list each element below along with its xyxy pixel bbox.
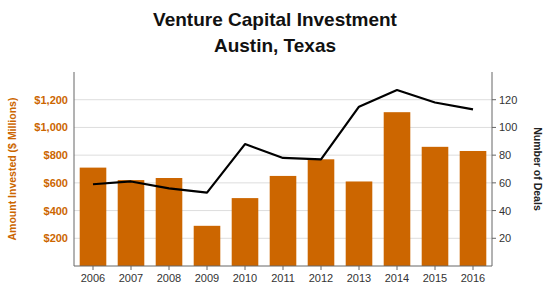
x-tick-label: 2016 [461, 272, 485, 284]
y-axis-line [74, 72, 75, 266]
bar [232, 198, 259, 266]
x-tick [207, 266, 208, 270]
x-tick [245, 266, 246, 270]
y2-axis-line [492, 72, 493, 266]
x-tick [473, 266, 474, 270]
x-tick [131, 266, 132, 270]
bar [80, 168, 107, 266]
x-tick-label: 2011 [271, 272, 295, 284]
bar [194, 226, 221, 266]
y2-tick [492, 155, 496, 156]
title: Venture Capital Investment [153, 9, 398, 30]
x-tick-label: 2008 [157, 272, 181, 284]
y2-tick-label: 80 [499, 149, 511, 161]
y2-tick [492, 127, 496, 128]
y-axis-label: Amount Invested ($ Millions) [6, 98, 18, 241]
x-tick-label: 2009 [195, 272, 219, 284]
y2-tick-label: 20 [499, 232, 511, 244]
x-tick [397, 266, 398, 270]
chart: Venture Capital Investment Austin, Texas $… [0, 0, 550, 307]
y2-tick-label: 120 [499, 94, 517, 106]
bar [118, 180, 145, 266]
y2-tick-label: 40 [499, 205, 511, 217]
x-tick-label: 2014 [385, 272, 409, 284]
x-tick-label: 2010 [233, 272, 257, 284]
x-tick [283, 266, 284, 270]
y-tick-label: $200 [44, 232, 68, 244]
background [0, 0, 550, 307]
line [93, 90, 473, 193]
x-tick-label: 2007 [119, 272, 143, 284]
bar [460, 151, 487, 266]
subtitle: Austin, Texas [214, 35, 336, 56]
y2-tick [492, 99, 496, 100]
x-tick-label: 2006 [81, 272, 105, 284]
y-tick-label: $400 [44, 205, 68, 217]
grid-line [74, 127, 492, 128]
y2-tick-label: 100 [499, 121, 517, 133]
x-tick-label: 2012 [309, 272, 333, 284]
bar [346, 181, 373, 266]
bar [270, 176, 297, 266]
marks [80, 90, 487, 266]
y-tick-label: $1,000 [34, 121, 68, 133]
x-tick [321, 266, 322, 270]
x-tick [93, 266, 94, 270]
x-tick [359, 266, 360, 270]
bar [384, 112, 411, 266]
bar [156, 178, 183, 266]
y-tick-label: $1,200 [34, 94, 68, 106]
y2-tick [492, 182, 496, 183]
x-tick-label: 2013 [347, 272, 371, 284]
y2-tick-label: 60 [499, 177, 511, 189]
bar [308, 159, 335, 266]
x-tick [435, 266, 436, 270]
x-tick [169, 266, 170, 270]
y-tick-label: $800 [44, 149, 68, 161]
y2-axis-label: Number of Deals [532, 127, 544, 211]
x-tick-label: 2015 [423, 272, 447, 284]
y2-tick [492, 238, 496, 239]
bar [422, 147, 449, 266]
y-tick-label: $600 [44, 177, 68, 189]
y2-tick [492, 210, 496, 211]
